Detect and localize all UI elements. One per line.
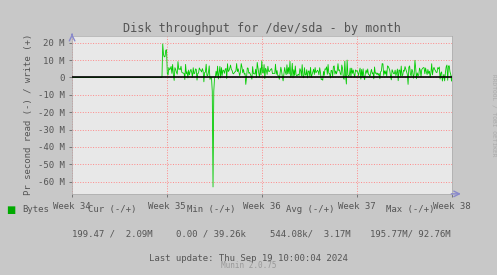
- Text: Max (-/+): Max (-/+): [386, 205, 434, 214]
- Text: 0.00 / 39.26k: 0.00 / 39.26k: [176, 230, 246, 239]
- Text: ■: ■: [6, 205, 15, 215]
- Text: RRDTOOL / TOBI OETIKER: RRDTOOL / TOBI OETIKER: [491, 74, 496, 157]
- Text: 195.77M/ 92.76M: 195.77M/ 92.76M: [370, 230, 450, 239]
- Title: Disk throughput for /dev/sda - by month: Disk throughput for /dev/sda - by month: [123, 21, 401, 35]
- Text: 199.47 /  2.09M: 199.47 / 2.09M: [72, 230, 152, 239]
- Text: Bytes: Bytes: [22, 205, 49, 214]
- Text: Min (-/+): Min (-/+): [187, 205, 236, 214]
- Text: 544.08k/  3.17M: 544.08k/ 3.17M: [270, 230, 351, 239]
- Text: Munin 2.0.75: Munin 2.0.75: [221, 261, 276, 270]
- Y-axis label: Pr second read (-) / write (+): Pr second read (-) / write (+): [24, 34, 33, 196]
- Text: Avg (-/+): Avg (-/+): [286, 205, 335, 214]
- Text: Cur (-/+): Cur (-/+): [87, 205, 136, 214]
- Text: Last update: Thu Sep 19 10:00:04 2024: Last update: Thu Sep 19 10:00:04 2024: [149, 254, 348, 263]
